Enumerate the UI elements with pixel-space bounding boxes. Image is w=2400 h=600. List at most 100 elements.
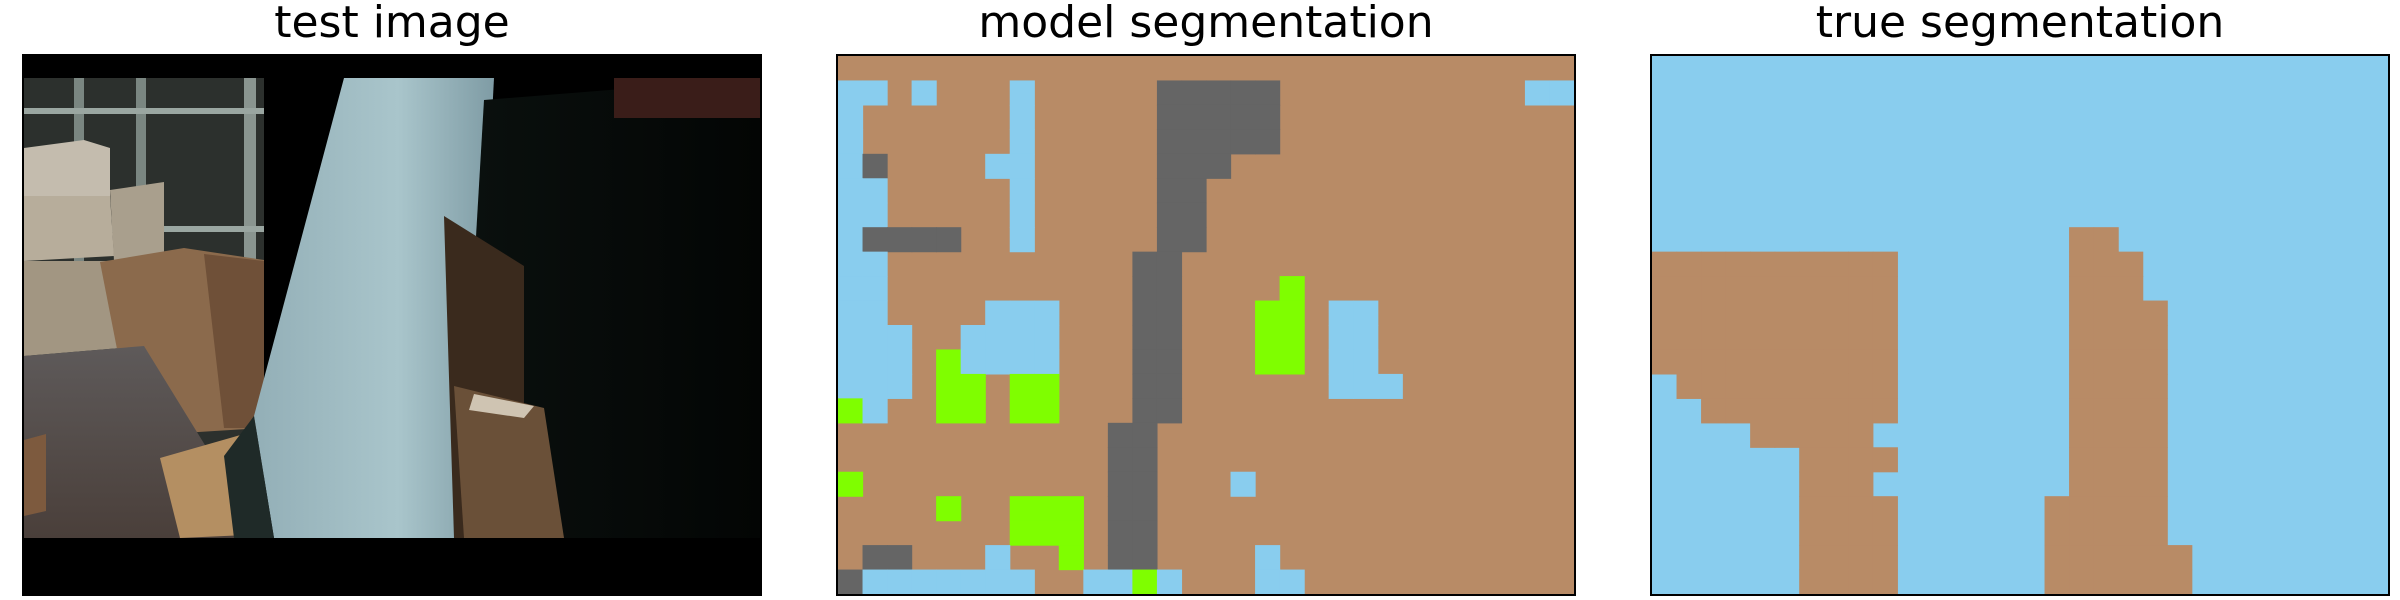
segment-cell [1034,349,1060,375]
segment-cell [1156,251,1183,277]
segment-cell [1132,325,1158,351]
upper-wall [614,78,760,118]
segment-cell [911,569,937,594]
segment-cell [1848,569,1874,594]
segment-cell [1009,129,1035,155]
segment-cell [1255,569,1281,594]
segment-cell [1132,422,1158,448]
segment-cell [862,251,888,277]
segment-cell [1701,325,1727,351]
segment-cell [2069,349,2095,375]
segment-cell [1353,325,1379,351]
segment-cell [2118,300,2144,326]
model-segmentation-map [838,56,1574,594]
segment-cell [2093,325,2119,351]
segment-cell [1799,325,1825,351]
segment-cell [1230,129,1256,155]
segment-cell [2142,569,2168,594]
segment-cell [911,227,937,253]
segment-cell [1872,545,1898,571]
segment-cell [2093,520,2119,546]
segment-cell [838,373,864,399]
segment-cell [1799,422,1825,448]
segment-cell [1774,325,1800,351]
segment-cell [1328,325,1354,351]
segment-cell [2093,349,2119,375]
segment-cell [1799,447,1825,473]
segment-cell [1034,300,1060,326]
segment-cell [1009,202,1035,228]
box [24,140,110,196]
segment-cell [1750,398,1776,424]
segment-cell [1848,471,1874,497]
segment-cell [1676,300,1702,326]
crate [454,386,564,538]
segment-cell [1823,520,1849,546]
segment-cell [985,569,1011,594]
segment-cell [2093,471,2119,497]
segment-cell [1132,373,1158,399]
segment-cell [1206,104,1232,130]
segment-cell [1181,202,1207,228]
segment-cell [2142,545,2168,571]
test-image-photo [24,56,760,594]
segment-cell [2044,569,2070,594]
segment-cell [1823,569,1849,594]
segment-cell [1156,373,1183,399]
segment-cell [2093,227,2119,253]
box [110,182,164,261]
segment-cell [1774,373,1800,399]
segment-cell [1725,398,1751,424]
segment-cell [2142,325,2168,351]
segment-cell [1132,251,1158,277]
segment-cell [1823,447,1849,473]
segment-cell [1009,325,1035,351]
segment-cell [985,300,1011,326]
segment-cell [1799,520,1825,546]
segment-cell [1549,80,1574,106]
segment-cell [985,545,1011,571]
segment-cell [1328,300,1354,326]
segment-cell [1279,276,1305,302]
segment-cell [838,202,864,228]
segment-cell [1058,545,1084,571]
segment-cell [1872,520,1898,546]
segment-cell [1156,276,1183,302]
segment-cell [2069,325,2095,351]
segment-cell [1848,276,1874,302]
segment-cell [862,325,888,351]
segment-cell [1848,373,1874,399]
shelf-beam [24,108,264,114]
segment-cell [1799,251,1825,277]
segment-cell [1009,496,1035,522]
segment-cell [1774,251,1800,277]
segment-cell [2118,251,2144,277]
segment-cell [1107,471,1133,497]
segment-cell [838,325,864,351]
segment-cell [1872,251,1898,277]
segment-cell [1652,349,1678,375]
segment-cell [1652,251,1678,277]
segment-cell [1255,129,1281,155]
segment-cell [1701,276,1727,302]
segment-cell [1009,349,1035,375]
segment-cell [1799,300,1825,326]
segment-cell [1181,153,1207,179]
segment-cell [1009,398,1035,424]
segment-cell [862,373,888,399]
segment-cell [1328,373,1354,399]
segment-cell [838,178,864,204]
segment-cell [1156,202,1183,228]
segment-cell [838,80,864,106]
segment-cell [2142,447,2168,473]
segment-cell [2093,300,2119,326]
segment-cell [862,80,888,106]
segment-cell [2069,227,2095,253]
segment-cell [1132,276,1158,302]
segment-cell [2093,545,2119,571]
segment-cell [862,569,888,594]
segment-cell [1725,349,1751,375]
segment-cell [1132,520,1158,546]
box-side [204,254,264,428]
segment-cell [1799,545,1825,571]
